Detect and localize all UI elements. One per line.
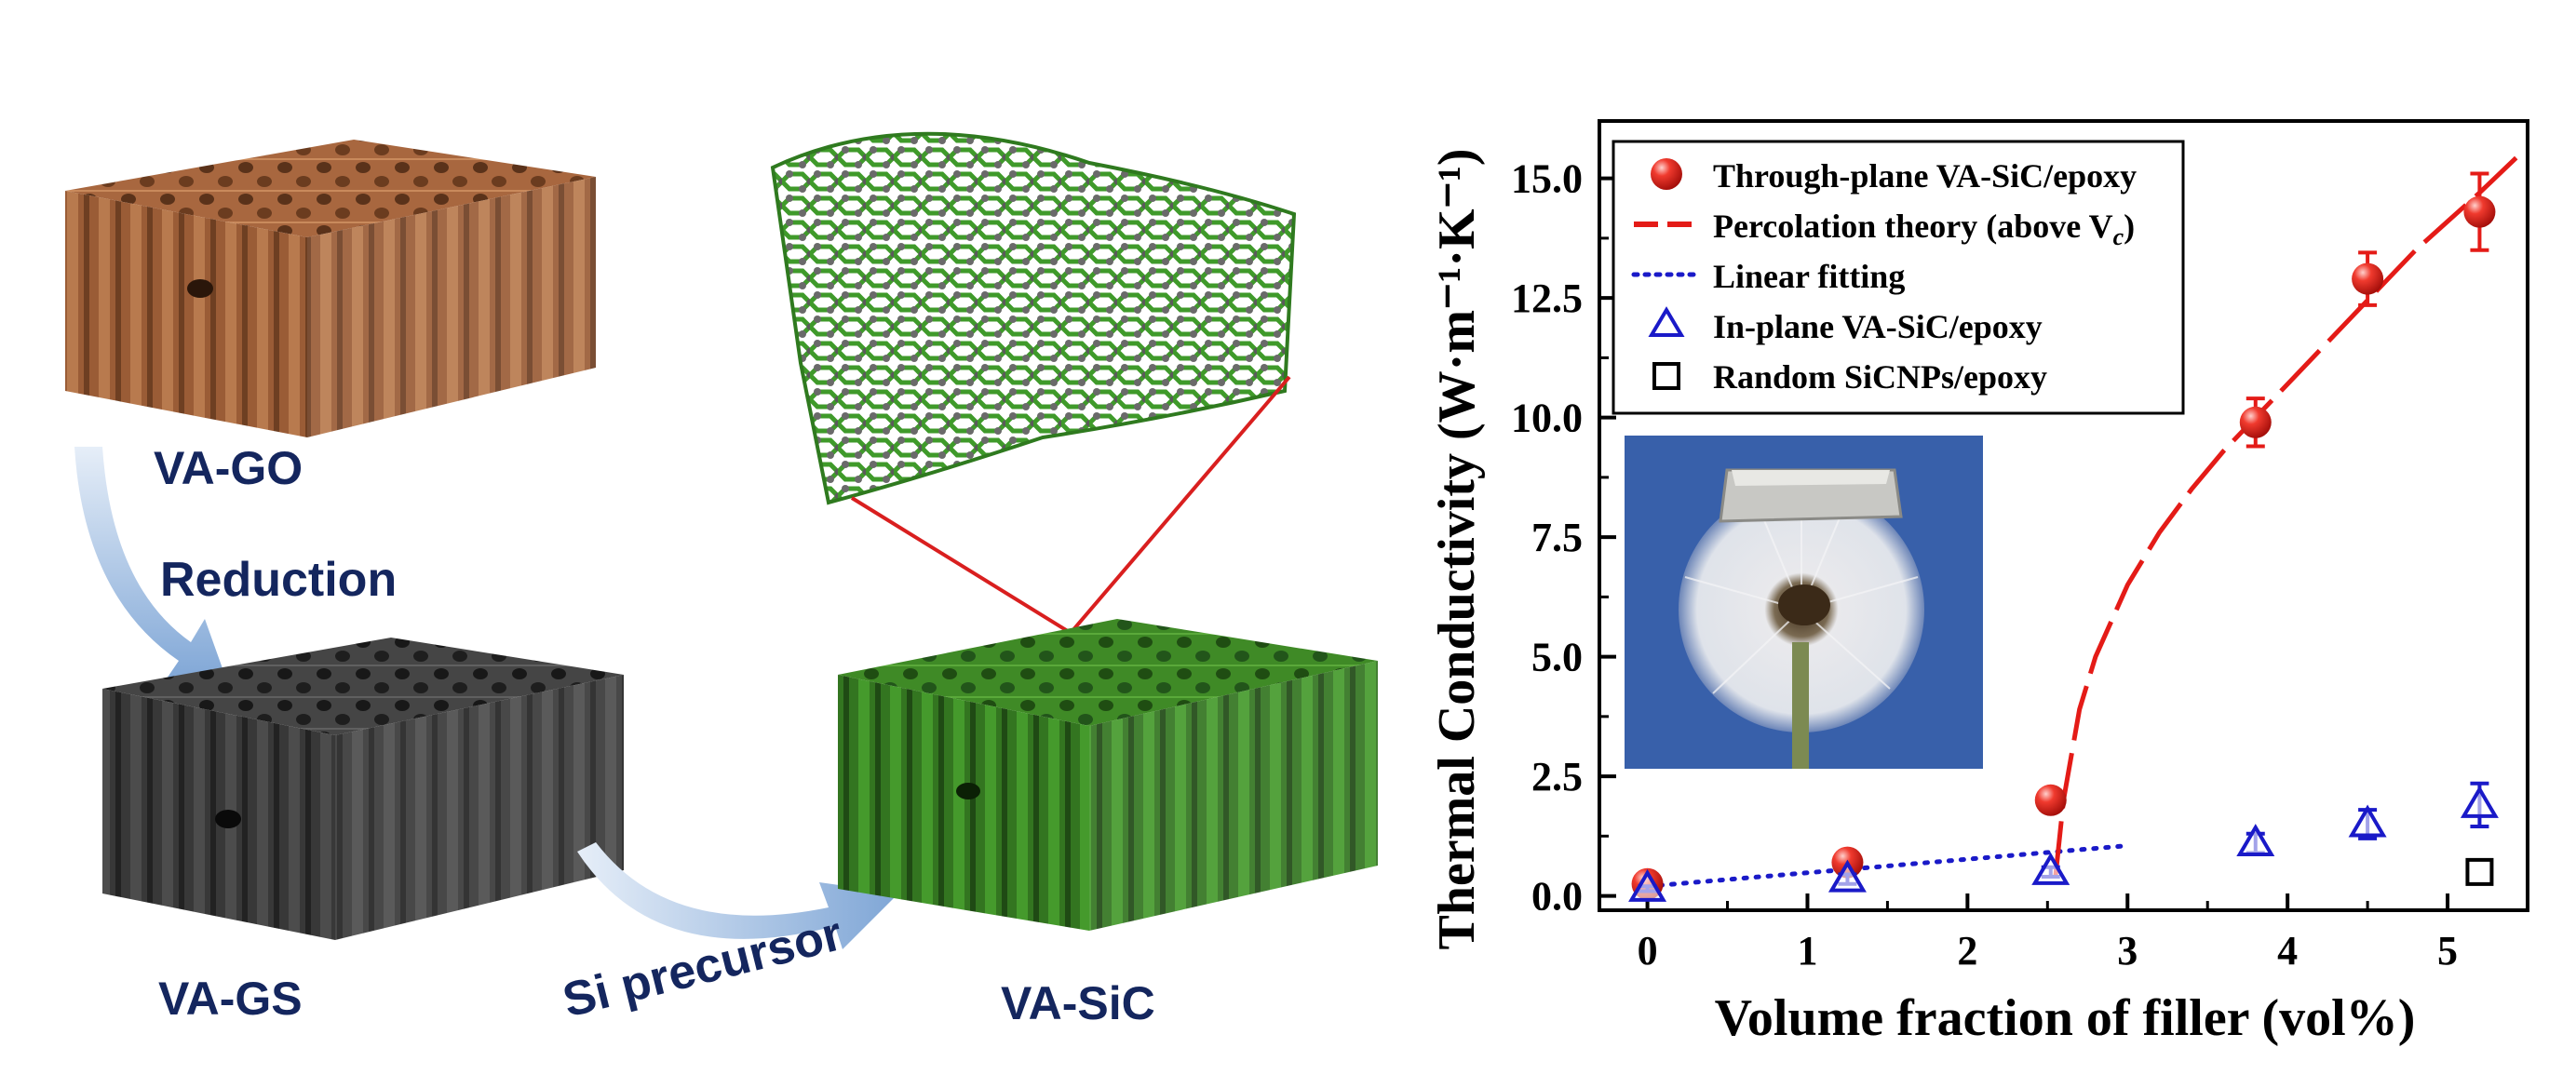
dandelion-photo-inset (1625, 436, 1983, 769)
legend-box (1612, 140, 2185, 415)
legend-marker-sphere (1651, 158, 1682, 190)
x-tick-label: 3 (2117, 928, 2138, 974)
y-tick-label: 2.5 (1531, 754, 1583, 799)
in-plane-point (1628, 868, 1667, 902)
y-tick-label: 5.0 (1531, 635, 1583, 680)
legend-label-linear-fit: Linear fitting (1713, 258, 1905, 295)
in-plane-point (1827, 859, 1867, 893)
through-plane-point (2352, 262, 2384, 295)
y-tick-labels: 0.0 2.5 5.0 7.5 10.0 12.5 15.0 (1511, 156, 1583, 920)
x-tick-labels: 0 1 2 3 4 5 (1638, 928, 2458, 974)
through-plane-point (2239, 406, 2272, 438)
x-tick-label: 5 (2437, 928, 2458, 974)
plot-frame (1598, 119, 2529, 912)
data-markers (1628, 171, 2499, 902)
axis-ticks (1599, 176, 2450, 910)
legend: Through-plane VA-SiC/epoxy Percolation t… (1612, 140, 2185, 415)
legend-label-through-plane: Through-plane VA-SiC/epoxy (1713, 157, 2137, 195)
schematic-panel: VA-GO Reduction VA-GS Si precursor VA-Si… (65, 131, 1378, 1029)
reduction-arrow (74, 447, 228, 684)
x-tick-label: 4 (2277, 928, 2298, 974)
y-tick-label: 0.0 (1531, 874, 1583, 920)
y-axis-title-text: Thermal Conductivity (W·m⁻¹·K⁻¹) (1428, 148, 1486, 949)
legend-label-in-plane: In-plane VA-SiC/epoxy (1713, 308, 2043, 345)
sic-lattice-zoom (770, 131, 1297, 505)
random-point (2465, 857, 2494, 886)
legend-label-random: Random SiCNPs/epoxy (1713, 358, 2047, 396)
x-tick-label: 1 (1797, 928, 1817, 974)
y-tick-label: 10.0 (1511, 396, 1583, 441)
si-precursor-arrow (577, 842, 898, 949)
in-plane-point (2031, 852, 2070, 885)
y-tick-label: 12.5 (1511, 275, 1583, 321)
in-plane-point (2236, 824, 2275, 857)
x-tick-label: 2 (1957, 928, 1977, 974)
label-va-gs: VA-GS (158, 973, 303, 1025)
legend-label-percolation: Percolation theory (above Vc) (1713, 208, 2135, 250)
thermal-conductivity-chart: 0 1 2 3 4 5 0.0 2.5 5.0 7.5 10.0 12.5 15.0 Volume f… (1428, 119, 2529, 1047)
x-tick-label: 0 (1638, 928, 1658, 974)
through-plane-point (2034, 784, 2067, 816)
y-tick-label: 7.5 (1531, 515, 1583, 560)
label-reduction: Reduction (160, 553, 397, 607)
in-plane-point (2348, 804, 2387, 838)
dandelion-stem (1792, 642, 1809, 769)
label-va-go: VA-GO (154, 442, 303, 494)
y-tick-label: 15.0 (1511, 156, 1583, 202)
in-plane-point (2460, 785, 2499, 818)
y-axis-title: Thermal Conductivity (W·m⁻¹·K⁻¹) (1428, 148, 1486, 949)
legend-marker-square (1652, 362, 1680, 390)
linear-fit-line (1645, 843, 2130, 889)
x-axis-title: Volume fraction of filler (vol%) (1715, 989, 2416, 1047)
legend-marker-triangle (1648, 306, 1685, 337)
through-plane-point (2463, 195, 2496, 228)
va-gs-block (102, 638, 624, 940)
label-va-sic: VA-SiC (1001, 977, 1155, 1029)
va-sic-block (838, 619, 1378, 931)
va-go-block (65, 140, 596, 437)
